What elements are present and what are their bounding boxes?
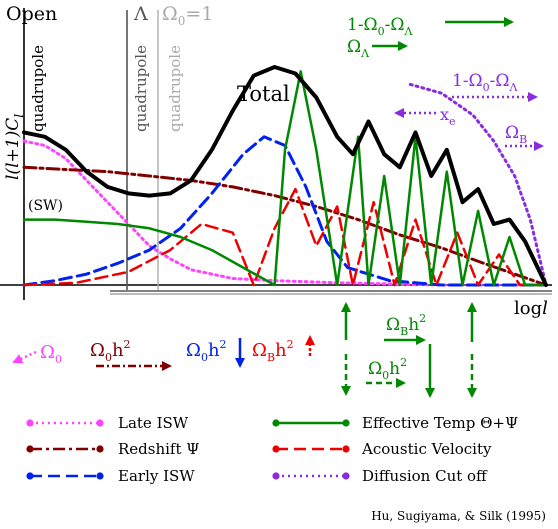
param-omega0h2-darkred: Ω0h2 [90, 338, 131, 364]
series-total [22, 65, 548, 287]
legend-label: Effective Temp Θ+Ψ [362, 414, 518, 432]
legend-dot [26, 419, 34, 427]
series-late-isw [22, 139, 548, 287]
arrow-magenta [12, 350, 37, 364]
sw-label: (SW) [28, 198, 63, 214]
legend-dot [342, 445, 350, 453]
annotation-xe: xe [440, 105, 456, 128]
series-redshift [22, 165, 548, 287]
legend-dot [272, 472, 280, 480]
credit: Hu, Sugiyama, & Silk (1995) [371, 509, 546, 523]
param-omega0h2-blue: Ω0h2 [186, 338, 227, 364]
legend-dot [96, 445, 104, 453]
legend-item: Redshift Ψ [26, 440, 199, 458]
annotation-omega-lambda-green: ΩΛ [347, 37, 370, 60]
series-acoustic-velocity [22, 187, 548, 287]
legend-item: Early ISW [26, 467, 195, 485]
series-effective-temp [22, 70, 548, 287]
legend-label: Redshift Ψ [118, 440, 199, 458]
series-layer [22, 65, 548, 287]
lambda-label: Λ [133, 3, 148, 25]
quadrupole-label-lambda: quadrupole [132, 45, 150, 132]
legend-label: Diffusion Cut off [362, 467, 488, 485]
param-omega0h2-green: Ω0h2 [368, 356, 407, 382]
legend-dot [26, 472, 34, 480]
legend-label: Early ISW [118, 467, 195, 485]
quadrupole-label-flat: quadrupole [166, 45, 184, 132]
omega0-eq-1-label: Ω0=1 [162, 3, 213, 28]
legend-item: Diffusion Cut off [272, 467, 488, 485]
annotation-one-minus-omega-purple: 1-Ω0-ΩΛ [452, 71, 519, 94]
legend-dot [272, 445, 280, 453]
quadrupole-label-open: quadrupole [29, 45, 47, 132]
y-axis-label: l(l+1)Cl [3, 114, 26, 180]
legend-dot [342, 472, 350, 480]
legend-label: Acoustic Velocity [361, 440, 492, 458]
open-label: Open [6, 3, 57, 25]
legend-label: Late ISW [118, 414, 189, 432]
x-axis-label: logl [514, 298, 548, 319]
legend-dot [26, 445, 34, 453]
annotation-omega-b-purple: ΩB [505, 123, 527, 146]
annotation-one-minus-omega-green: 1-Ω0-ΩΛ [347, 15, 414, 38]
series-diffusion-cut-off [408, 82, 548, 287]
legend: Late ISW Redshift Ψ Early ISW Effective Tem… [26, 414, 518, 485]
legend-item: Late ISW [26, 414, 189, 432]
legend-dot [272, 419, 280, 427]
legend-item: Effective Temp Θ+Ψ [272, 414, 518, 432]
param-omega0-magenta: Ω0 [40, 342, 62, 366]
legend-dot [96, 419, 104, 427]
legend-dot [342, 419, 350, 427]
legend-dot [96, 472, 104, 480]
param-omegabh2-green: ΩBh2 [386, 312, 426, 338]
legend-item: Acoustic Velocity [272, 440, 492, 458]
param-omegabh2-red: ΩBh2 [252, 338, 294, 364]
